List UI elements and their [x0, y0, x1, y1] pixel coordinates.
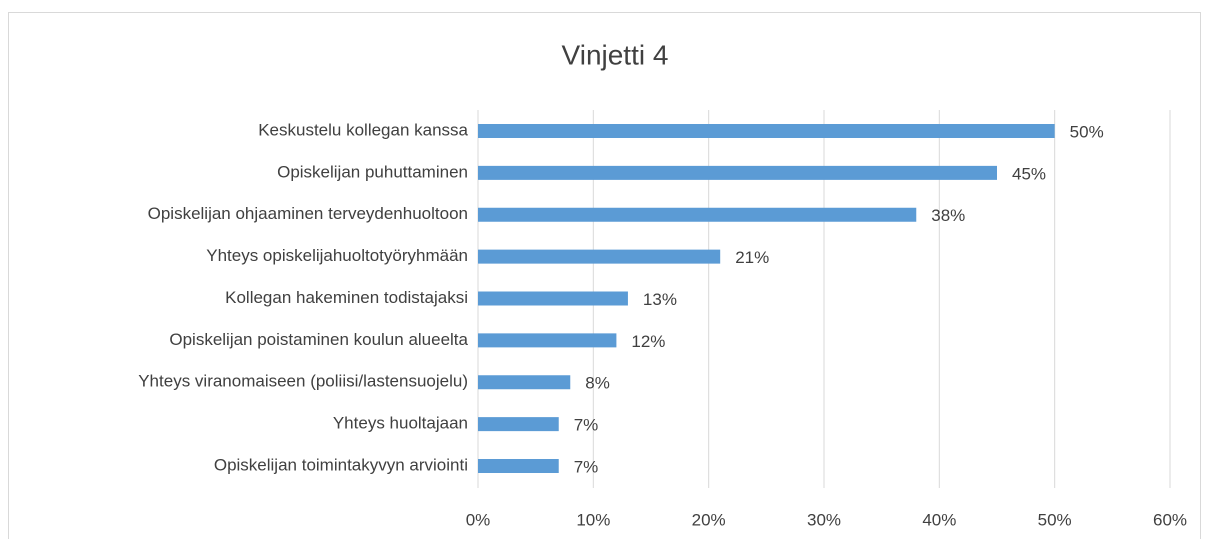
x-tick-label: 10% [576, 510, 610, 529]
data-label: 38% [931, 206, 965, 225]
y-tick-label: Yhteys huoltajaan [333, 414, 468, 433]
bar [478, 333, 617, 348]
bar [478, 459, 559, 473]
x-tick-label: 30% [807, 510, 841, 529]
x-tick-label: 50% [1038, 510, 1072, 529]
y-tick-label: Opiskelijan ohjaaminen terveydenhuoltoon [148, 204, 468, 223]
chart-title: Vinjetti 4 [562, 39, 669, 70]
bar [478, 249, 721, 264]
bar [478, 124, 1055, 138]
x-tick-label: 0% [466, 510, 491, 529]
y-tick-label: Opiskelijan puhuttaminen [277, 162, 468, 181]
data-label: 45% [1012, 164, 1046, 183]
bar [478, 417, 559, 432]
x-tick-label: 40% [922, 510, 956, 529]
bar [478, 207, 917, 222]
x-tick-label: 20% [692, 510, 726, 529]
data-label: 21% [735, 248, 769, 267]
data-label: 12% [631, 332, 665, 351]
data-label: 7% [574, 416, 599, 435]
x-tick-label: 60% [1153, 510, 1187, 529]
bar [478, 291, 628, 306]
data-label: 7% [574, 457, 599, 476]
y-tick-label: Opiskelijan poistaminen koulun alueelta [169, 330, 468, 349]
y-tick-label: Opiskelijan toimintakyvyn arviointi [214, 455, 468, 474]
data-label: 50% [1070, 122, 1104, 141]
data-label: 8% [585, 374, 610, 393]
y-tick-label: Keskustelu kollegan kanssa [258, 120, 468, 139]
bar [478, 165, 997, 180]
chart-frame [8, 12, 1201, 539]
y-tick-label: Yhteys opiskelijahuoltotyöryhmään [206, 246, 468, 265]
y-tick-label: Yhteys viranomaiseen (poliisi/lastensuoj… [138, 372, 468, 391]
bar [478, 375, 571, 390]
y-tick-label: Kollegan hakeminen todistajaksi [225, 288, 468, 307]
data-label: 13% [643, 290, 677, 309]
